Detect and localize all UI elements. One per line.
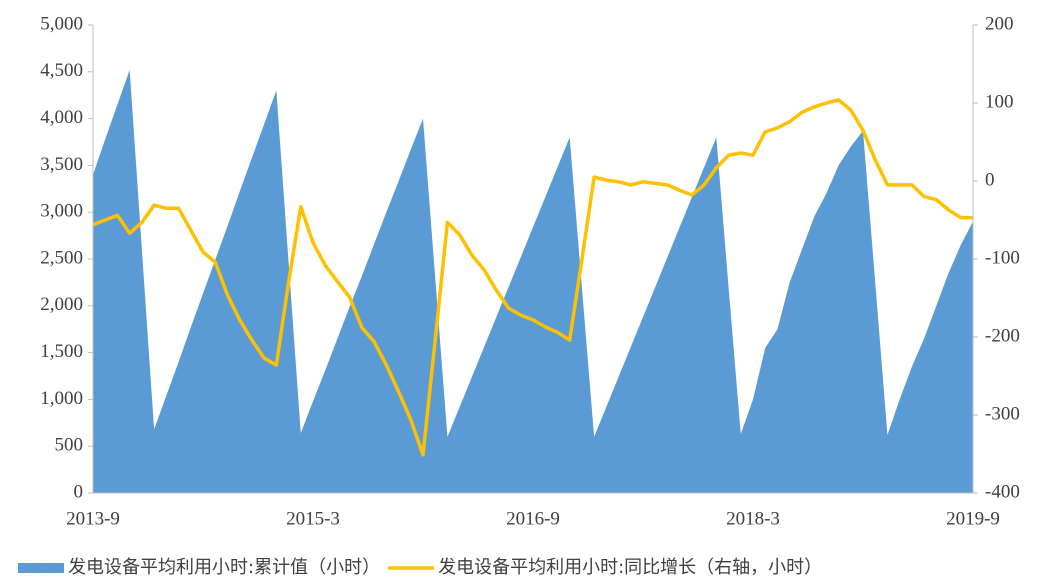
legend-label: 发电设备平均利用小时:累计值（小时） <box>68 557 380 578</box>
y-tick-label: 4,000 <box>40 107 83 128</box>
x-tick-label: 2016-9 <box>506 508 560 529</box>
x-tick-label: 2018-3 <box>726 508 780 529</box>
y-tick-label: 2,000 <box>40 294 83 315</box>
y-tick-label: 1,000 <box>40 388 83 409</box>
x-tick-label: 2019-9 <box>946 508 1000 529</box>
x-tick-label: 2015-3 <box>286 508 340 529</box>
y-tick-label: 4,500 <box>40 60 83 81</box>
y2-tick-label: -300 <box>985 403 1020 424</box>
y-tick-label: 3,500 <box>40 154 83 175</box>
y2-tick-label: -200 <box>985 325 1020 346</box>
y-tick-label: 500 <box>55 435 84 456</box>
y2-tick-label: -100 <box>985 247 1020 268</box>
y2-tick-label: -400 <box>985 481 1020 502</box>
y-tick-label: 5,000 <box>40 13 83 34</box>
y2-tick-label: 100 <box>985 91 1014 112</box>
line <box>92 98 973 457</box>
y-tick-label: 2,500 <box>40 247 83 268</box>
y-tick-label: 0 <box>74 481 84 502</box>
x-tick-label: 2013-9 <box>66 508 120 529</box>
legend-label: 发电设备平均利用小时:同比增长（右轴，小时） <box>438 557 822 578</box>
y-tick-label: 1,500 <box>40 341 83 362</box>
legend-swatch <box>18 563 64 573</box>
area <box>93 69 973 493</box>
y-tick-label: 3,000 <box>40 201 83 222</box>
y2-tick-label: 0 <box>985 169 995 190</box>
y2-tick-label: 200 <box>985 13 1014 34</box>
